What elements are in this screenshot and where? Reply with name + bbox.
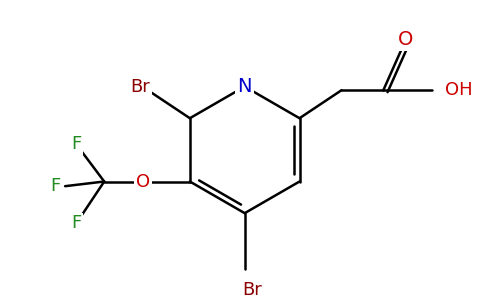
Text: F: F bbox=[71, 135, 81, 153]
Text: N: N bbox=[238, 77, 252, 96]
Text: O: O bbox=[136, 172, 151, 190]
Text: O: O bbox=[398, 30, 413, 49]
Text: OH: OH bbox=[445, 81, 472, 99]
Text: F: F bbox=[50, 177, 60, 195]
Text: Br: Br bbox=[242, 280, 262, 298]
Text: Br: Br bbox=[131, 78, 151, 96]
Text: F: F bbox=[71, 214, 81, 232]
